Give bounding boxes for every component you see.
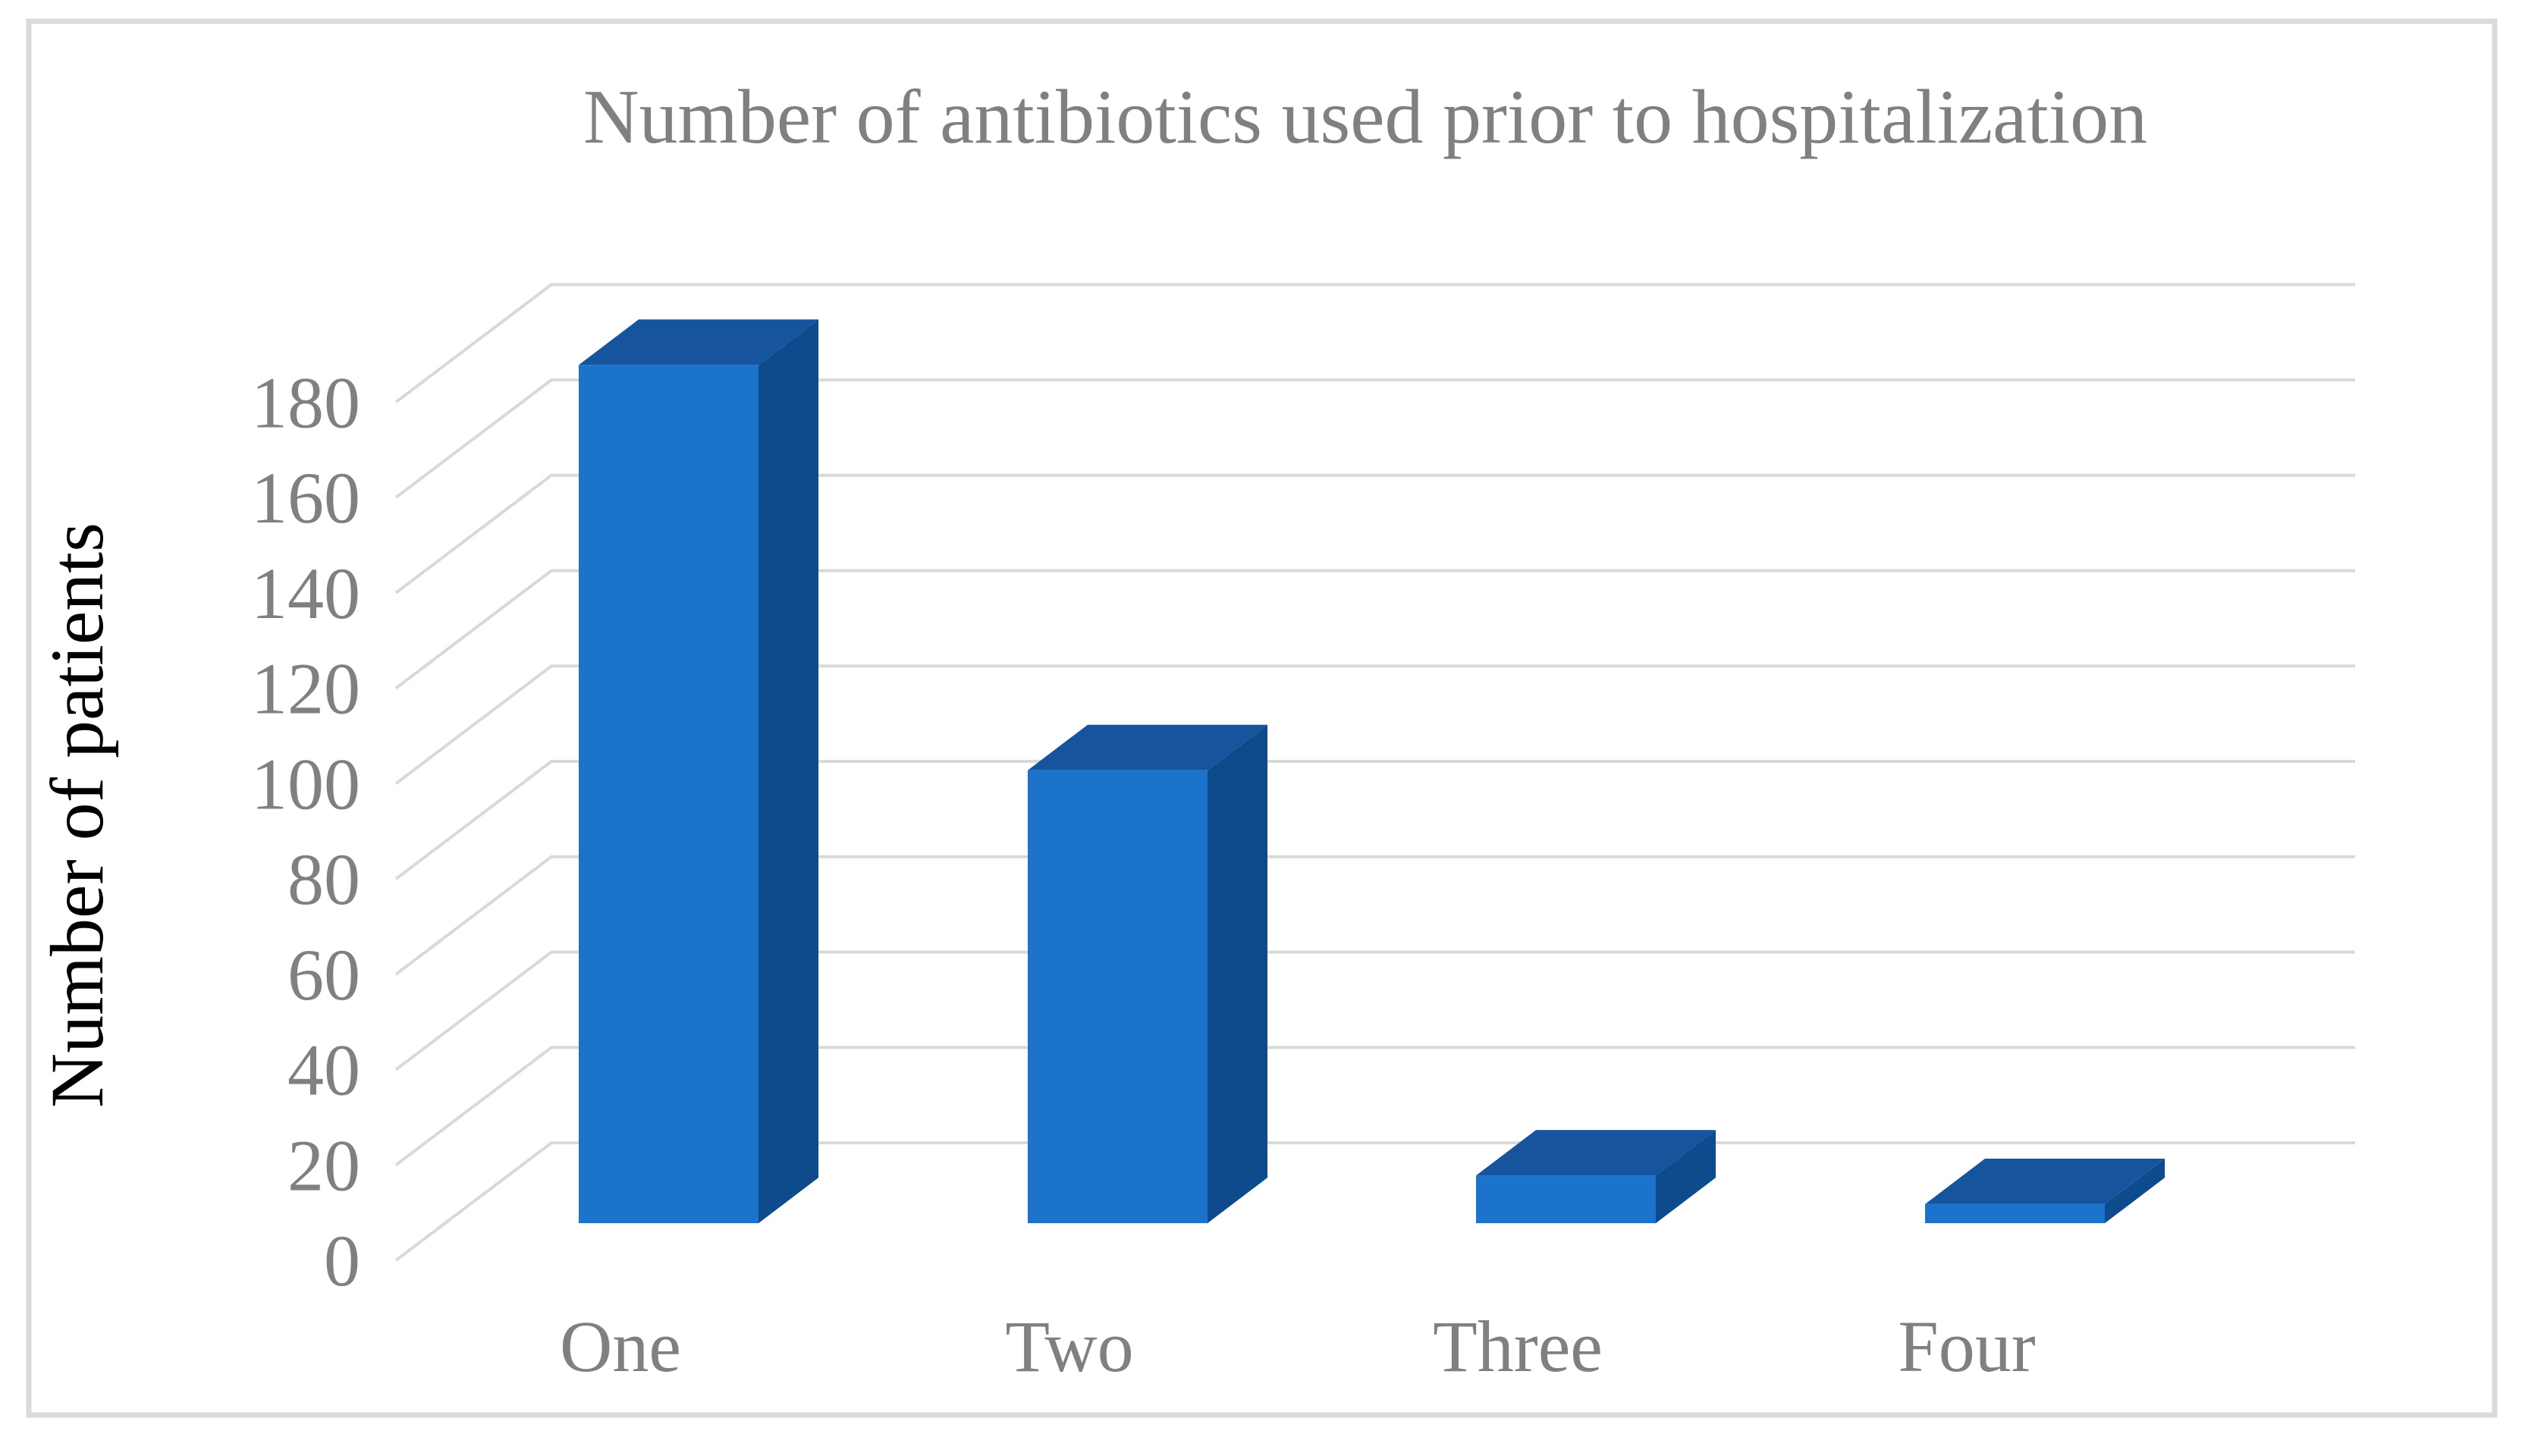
- x-category-label-three: Three: [1433, 1306, 1603, 1387]
- bar-three-side-face: [1656, 1130, 1716, 1223]
- gridline: [394, 569, 2355, 690]
- bar-one: [579, 319, 818, 1223]
- bar-three-top-face: [1476, 1130, 1716, 1176]
- y-tick-label: 100: [251, 743, 360, 824]
- gridline: [394, 283, 2355, 403]
- y-tick-label: 120: [251, 648, 360, 730]
- y-tick-label: 20: [287, 1125, 360, 1206]
- y-tick-label: 40: [287, 1030, 360, 1111]
- x-category-labels-group: One Two Three Four: [560, 1306, 2036, 1387]
- bar-one-side-face: [758, 319, 818, 1223]
- gridline: [394, 378, 2355, 499]
- bar-two: [1028, 724, 1267, 1223]
- chart-border: [26, 18, 2498, 1418]
- bar-four-front-face: [1925, 1203, 2105, 1223]
- y-tick-label: 180: [251, 362, 360, 443]
- chart-title: Number of antibiotics used prior to hosp…: [583, 74, 2147, 160]
- y-tick-label: 80: [287, 839, 360, 920]
- bar-one-front-face: [579, 365, 758, 1223]
- bar-four-side-face: [2105, 1158, 2165, 1223]
- bar-two-front-face: [1028, 770, 1208, 1223]
- gridline: [394, 855, 2355, 976]
- bar-four: [1925, 1158, 2165, 1223]
- bars-group: [579, 319, 2165, 1223]
- x-category-label-one: One: [560, 1306, 681, 1387]
- bar-three: [1476, 1130, 1716, 1223]
- x-category-label-four: Four: [1898, 1306, 2035, 1387]
- bar-two-top-face: [1028, 724, 1267, 770]
- x-category-label-two: Two: [1005, 1306, 1133, 1387]
- y-tick-label: 160: [251, 457, 360, 538]
- gridlines-group: [394, 283, 2355, 1262]
- bar-two-side-face: [1208, 724, 1267, 1223]
- gridline: [394, 664, 2355, 785]
- y-tick-label: 60: [287, 934, 360, 1015]
- gridline: [394, 1141, 2355, 1262]
- y-tick-label: 0: [324, 1220, 360, 1301]
- y-tick-label: 140: [251, 553, 360, 634]
- bar-three-front-face: [1476, 1175, 1656, 1223]
- gridline: [394, 760, 2355, 880]
- y-axis-title: Number of patients: [35, 522, 119, 1108]
- gridline: [394, 950, 2355, 1072]
- y-tick-labels-group: 0 20 40 60 80 100 120 140 160 180: [251, 362, 360, 1301]
- gridline: [394, 1046, 2355, 1166]
- bar-one-top-face: [579, 319, 818, 366]
- gridline: [394, 473, 2355, 595]
- bar-four-top-face: [1925, 1158, 2165, 1204]
